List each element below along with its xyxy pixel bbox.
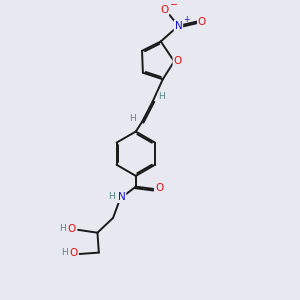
Text: N: N xyxy=(118,192,125,202)
Text: O: O xyxy=(173,56,182,66)
Text: H: H xyxy=(159,92,165,101)
Text: O: O xyxy=(69,248,77,258)
Text: H: H xyxy=(130,114,136,123)
Text: O: O xyxy=(198,16,206,27)
Text: +: + xyxy=(183,15,190,24)
Text: O: O xyxy=(155,182,163,193)
Text: O: O xyxy=(68,224,76,234)
Text: O: O xyxy=(160,5,168,15)
Text: −: − xyxy=(169,0,178,10)
Text: H: H xyxy=(61,248,68,257)
Text: N: N xyxy=(175,21,182,31)
Text: H: H xyxy=(59,224,66,233)
Text: H: H xyxy=(108,192,115,201)
